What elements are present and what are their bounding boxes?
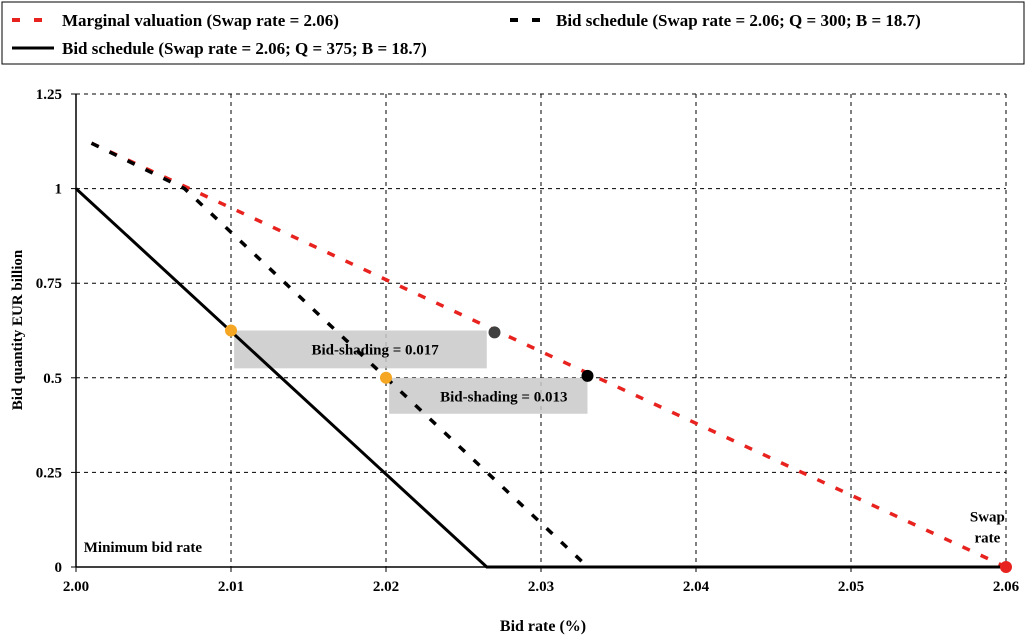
highlight-points xyxy=(225,324,1012,573)
legend-frame xyxy=(1,1,1025,65)
y-tick-label-0: 0 xyxy=(55,560,63,576)
legend: Marginal valuation (Swap rate = 2.06) Bi… xyxy=(1,1,1025,65)
y-axis-label: Bid quantity EUR billion xyxy=(10,249,26,410)
legend-item-bid-schedule-375: Bid schedule (Swap rate = 2.06; Q = 375;… xyxy=(12,39,427,58)
annotation-minimum-bid-rate: Minimum bid rate xyxy=(84,540,203,556)
highlight-point-1 xyxy=(488,326,501,339)
annotations: Minimum bid rate Swap rate xyxy=(84,510,1005,556)
annotation-rate: rate xyxy=(974,530,1000,546)
series-bid-schedule-375 xyxy=(74,187,1006,569)
x-tick-label-6: 2.06 xyxy=(993,579,1020,595)
x-tick-label-5: 2.05 xyxy=(838,579,864,595)
annotation-swap: Swap xyxy=(970,510,1005,526)
legend-item-marginal-valuation: Marginal valuation (Swap rate = 2.06) xyxy=(12,11,339,30)
x-tick-label-4: 2.04 xyxy=(683,579,710,595)
y-tick-label-4: 1 xyxy=(55,182,63,198)
y-tick-label-5: 1.25 xyxy=(36,87,62,103)
grid xyxy=(76,93,1007,567)
bid-shading-labels: Bid-shading = 0.017 Bid-shading = 0.013 xyxy=(311,342,567,405)
series-marginal-valuation xyxy=(90,141,1007,569)
highlight-point-2 xyxy=(380,371,392,384)
bid-shading-box-0 xyxy=(234,330,487,369)
y-tick-label-1: 0.25 xyxy=(36,465,62,481)
bid-shading-label-0: Bid-shading = 0.017 xyxy=(311,342,439,358)
highlight-point-4 xyxy=(1000,561,1012,573)
legend-label-marginal-valuation: Marginal valuation (Swap rate = 2.06) xyxy=(62,11,339,30)
series-lines xyxy=(74,141,1007,569)
x-tick-label-2: 2.02 xyxy=(373,579,399,595)
axes xyxy=(71,93,1007,572)
y-tick-label-2: 0.5 xyxy=(43,371,62,387)
highlight-point-3 xyxy=(581,369,594,382)
highlight-point-0 xyxy=(225,324,237,337)
legend-item-bid-schedule-300: Bid schedule (Swap rate = 2.06; Q = 300;… xyxy=(510,11,921,30)
tick-labels: 0 0.25 0.5 0.75 1 1.25 2.00 2.01 2.02 2.03 2.04 2.0… xyxy=(36,87,1020,595)
x-tick-label-3: 2.03 xyxy=(528,579,554,595)
legend-label-bid-schedule-300: Bid schedule (Swap rate = 2.06; Q = 300;… xyxy=(556,11,921,30)
x-axis-label: Bid rate (%) xyxy=(500,618,586,635)
bid-shading-box-1 xyxy=(389,377,588,414)
bid-shading-label-1: Bid-shading = 0.013 xyxy=(440,390,567,406)
x-tick-label-1: 2.01 xyxy=(218,579,244,595)
y-tick-label-3: 0.75 xyxy=(36,276,62,292)
legend-label-bid-schedule-375: Bid schedule (Swap rate = 2.06; Q = 375;… xyxy=(62,39,427,58)
bid-shading-boxes xyxy=(234,330,588,414)
x-tick-label-0: 2.00 xyxy=(63,579,89,595)
